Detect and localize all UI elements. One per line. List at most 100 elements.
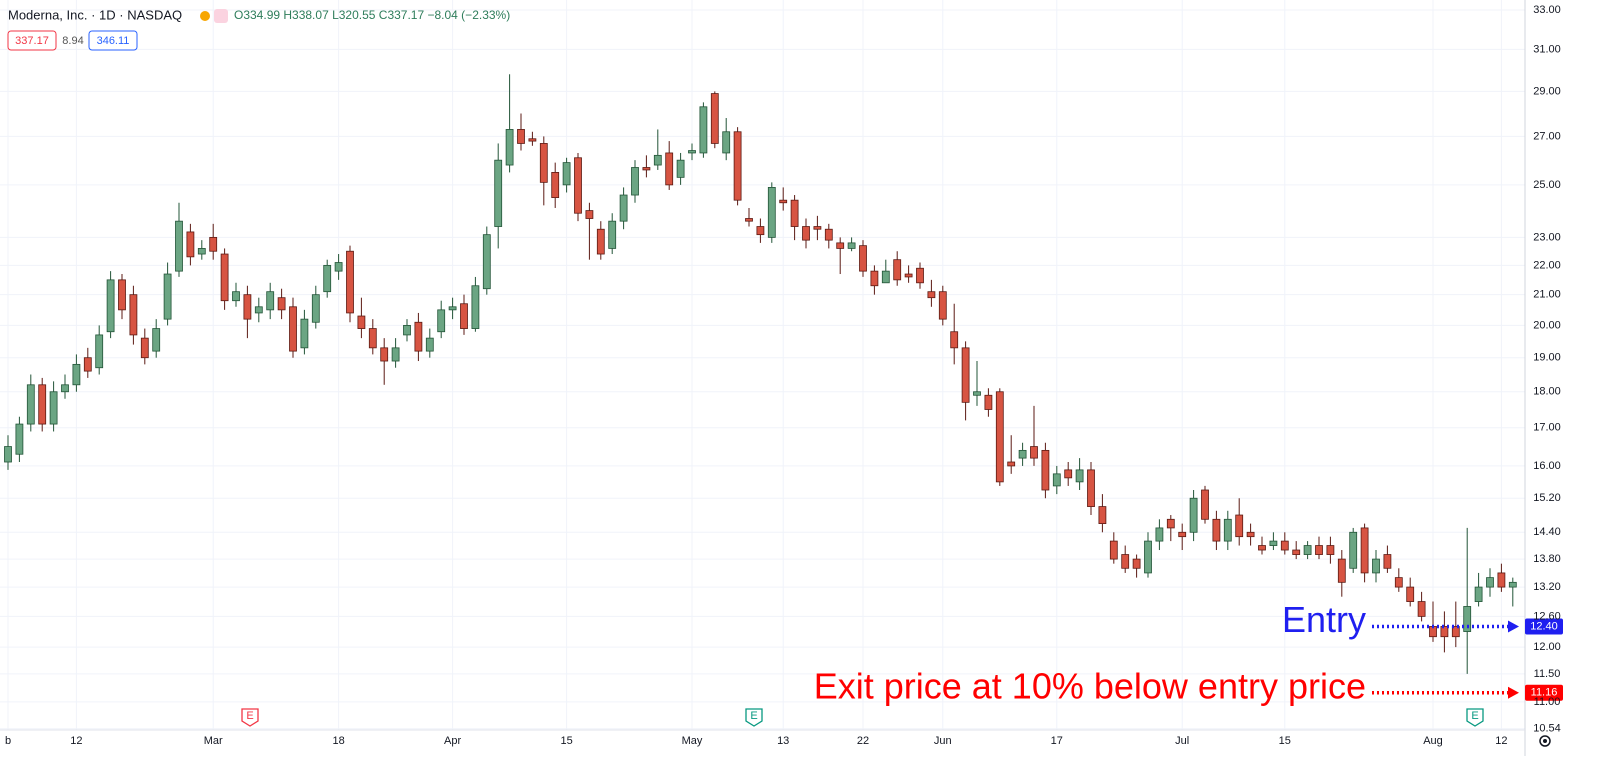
candle-body [802, 226, 810, 241]
candle-body [767, 187, 776, 238]
candle-body [745, 218, 753, 222]
x-tick-label: Jul [1175, 735, 1189, 747]
candle-body [323, 264, 332, 293]
candle-body [688, 150, 696, 154]
earnings-marker [241, 708, 259, 727]
candle-body [790, 199, 799, 227]
candle-body [893, 259, 902, 281]
candle-body [1132, 558, 1141, 569]
candle-body [471, 285, 480, 329]
y-tick-label: 20.00 [1533, 319, 1561, 331]
y-tick-label: 12.60 [1533, 610, 1561, 622]
y-tick-label: 27.00 [1533, 130, 1561, 142]
grid [0, 0, 1525, 730]
candle-body [1337, 558, 1346, 583]
candle-body [289, 306, 297, 352]
candle-body [653, 154, 662, 166]
candles [4, 74, 1517, 674]
candle-body [380, 347, 389, 362]
price-box [88, 30, 138, 51]
candle-body [15, 423, 24, 455]
candle-body [950, 331, 959, 349]
candle-body [197, 248, 206, 255]
candle-body [1394, 577, 1403, 588]
y-tick-label: 13.80 [1533, 553, 1561, 565]
candle-body [1440, 626, 1449, 638]
y-tick-label: 18.00 [1533, 386, 1561, 398]
candle-body [49, 391, 58, 425]
candle-body [437, 309, 446, 333]
candle-body [368, 328, 377, 349]
candle-body [961, 347, 970, 403]
candle-body [460, 303, 468, 329]
y-tick-label: 22.00 [1533, 259, 1561, 271]
candle-body [72, 363, 81, 386]
candle-body [528, 138, 537, 142]
settings-icon[interactable] [1539, 735, 1551, 747]
earnings-marker-label: E [1471, 710, 1478, 722]
candle-body [1406, 586, 1415, 602]
candle-body [1166, 518, 1175, 529]
price-label: 12.40 [1530, 620, 1558, 632]
x-tick-label: Apr [444, 735, 461, 747]
candle-body [1474, 586, 1483, 602]
candle-body [403, 325, 411, 336]
candle-body [881, 270, 890, 284]
x-tick-label: Mar [204, 735, 223, 747]
candle-body [1315, 545, 1323, 555]
x-tick-label: b [5, 735, 11, 747]
candle-body [1508, 581, 1517, 588]
earnings-marker [745, 708, 763, 727]
candle-body [300, 318, 309, 349]
candle-body [266, 291, 275, 311]
y-tick-label: 14.40 [1533, 526, 1561, 538]
candle-body [995, 391, 1004, 483]
y-tick-label: 29.00 [1533, 85, 1561, 97]
candle-body [1087, 469, 1095, 507]
price-label-box [1525, 618, 1563, 635]
gear-hub[interactable] [1543, 739, 1547, 743]
candle-body [391, 347, 400, 362]
candle-body [209, 236, 218, 252]
candle-body [551, 172, 560, 198]
x-tick-label: 15 [560, 735, 572, 747]
y-tick-label: 13.20 [1533, 581, 1561, 593]
candle-body [140, 337, 149, 359]
candle-body [699, 106, 708, 154]
annotation-text: Exit price at 10% below entry price [814, 665, 1366, 706]
candle-body [756, 226, 765, 236]
candle-body [1212, 518, 1221, 542]
candle-body [1486, 577, 1494, 588]
candle-body [836, 242, 845, 249]
ohlc-readout: O334.99 H338.07 L320.55 C337.17 −8.04 (−… [234, 8, 510, 22]
candle-body [1075, 469, 1084, 483]
candle-body [1463, 606, 1472, 632]
x-tick-label: 17 [1051, 735, 1063, 747]
gear[interactable] [1539, 735, 1551, 747]
candle-body [824, 228, 833, 241]
arrow-head [1508, 620, 1519, 633]
candle-body [1303, 545, 1312, 555]
candle-body [1417, 601, 1426, 617]
candle-body [61, 384, 69, 393]
candle-body [1098, 506, 1107, 524]
candle-body [254, 306, 263, 314]
candle-body [414, 321, 423, 352]
candle-body [665, 152, 674, 186]
candle-body [163, 273, 172, 320]
candle-body [1007, 461, 1016, 467]
candle-body [243, 294, 252, 320]
candle-body [83, 357, 92, 372]
candle-body [1030, 446, 1038, 459]
candle-body [733, 131, 742, 201]
price-box-label: 8.94 [62, 35, 83, 47]
candle-body [357, 315, 366, 329]
candle-body [1235, 514, 1244, 538]
candle-body [1223, 518, 1232, 542]
candle-body [118, 279, 126, 311]
candle-body [585, 210, 594, 219]
candle-body [1064, 469, 1073, 479]
candle-body [859, 245, 867, 272]
